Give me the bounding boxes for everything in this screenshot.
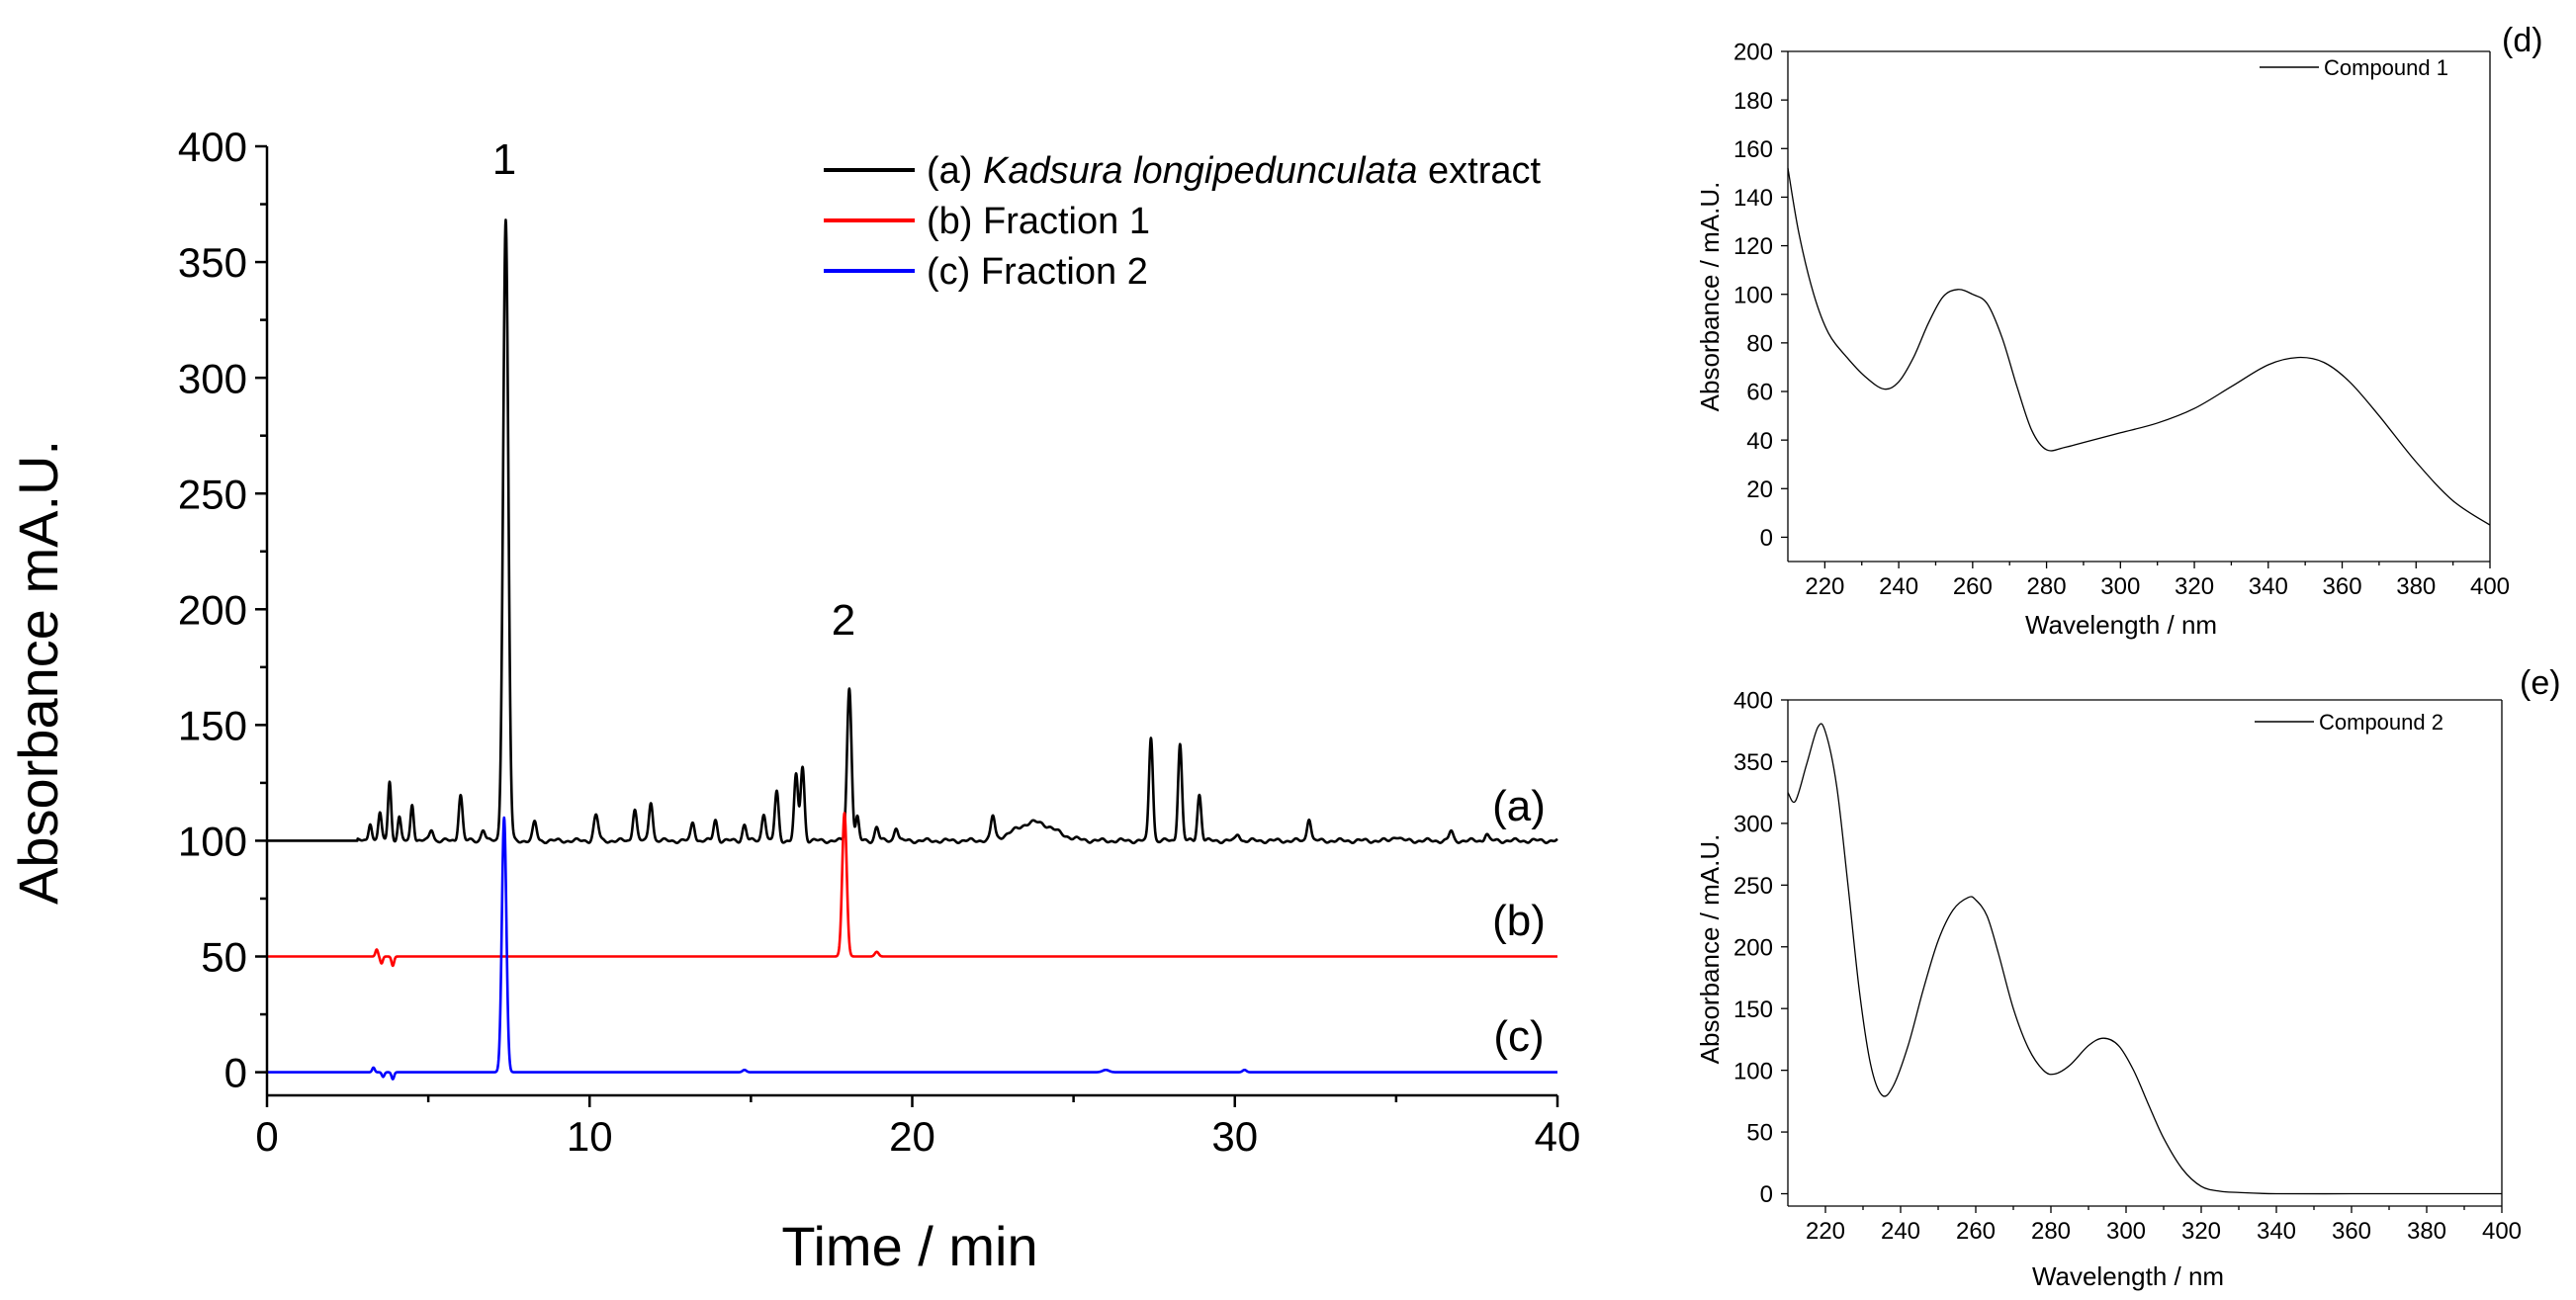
y-axis-title: Absorbance mA.U. bbox=[7, 440, 69, 905]
legend-label-c: (c) Fraction 2 bbox=[927, 251, 1148, 293]
y-tick-label: 0 bbox=[1760, 525, 1773, 552]
y-tick-label: 400 bbox=[178, 124, 247, 170]
x-axis-title-d: Wavelength / nm bbox=[2025, 610, 2217, 640]
x-tick-label: 220 bbox=[1806, 1218, 1845, 1245]
x-tick-label: 360 bbox=[2332, 1218, 2371, 1245]
y-tick-label: 250 bbox=[178, 471, 247, 517]
series-line-a bbox=[266, 218, 1558, 845]
y-tick-label: 200 bbox=[1733, 40, 1773, 66]
y-axis-title-e: Absorbance / mA.U. bbox=[1695, 834, 1725, 1065]
y-tick-label: 20 bbox=[1746, 477, 1773, 503]
legend-label-compound-1: Compound 1 bbox=[2324, 55, 2448, 80]
panel-label-d: (d) bbox=[2502, 22, 2543, 59]
x-tick-label: 0 bbox=[255, 1113, 278, 1160]
y-tick-label: 50 bbox=[1746, 1120, 1773, 1147]
y-tick-label: 100 bbox=[1733, 282, 1773, 308]
y-tick-label: 200 bbox=[1733, 934, 1773, 961]
panel-label-e: (e) bbox=[2520, 664, 2561, 702]
x-tick-label: 220 bbox=[1805, 573, 1844, 600]
x-tick-label: 320 bbox=[2181, 1218, 2221, 1245]
x-tick-label: 280 bbox=[2031, 1218, 2071, 1245]
x-tick-label: 400 bbox=[2482, 1218, 2522, 1245]
trace-label-c: (c) bbox=[1493, 1012, 1544, 1061]
x-axis-title-e: Wavelength / nm bbox=[2032, 1261, 2224, 1291]
y-tick-label: 180 bbox=[1733, 88, 1773, 115]
x-tick-label: 400 bbox=[2470, 573, 2510, 600]
spectrum-compound-1-axes: 220 240 260 280 300 320 340 360 380 400 0 20 40 60 80 1… bbox=[1733, 40, 2510, 600]
y-tick-label: 0 bbox=[224, 1050, 247, 1096]
legend-label-a: (a) Kadsura longipedunculata extract bbox=[927, 150, 1541, 192]
y-tick-label: 60 bbox=[1746, 380, 1773, 406]
x-tick-label: 380 bbox=[2407, 1218, 2446, 1245]
x-tick-label: 380 bbox=[2396, 573, 2436, 600]
y-tick-label: 300 bbox=[1733, 812, 1773, 838]
x-axis-title: Time / min bbox=[781, 1215, 1037, 1277]
y-tick-label: 150 bbox=[178, 702, 247, 748]
y-tick-label: 50 bbox=[201, 934, 247, 981]
y-tick-label: 150 bbox=[1733, 997, 1773, 1023]
spectrum-compound-1-line bbox=[1787, 167, 2491, 526]
x-tick-label: 260 bbox=[1956, 1218, 1996, 1245]
x-tick-label: 240 bbox=[1879, 573, 1918, 600]
x-tick-label: 340 bbox=[2257, 1218, 2296, 1245]
x-tick-label: 320 bbox=[2175, 573, 2214, 600]
peak-label-2: 2 bbox=[832, 596, 855, 645]
y-tick-label: 300 bbox=[178, 355, 247, 401]
y-tick-label: 350 bbox=[178, 239, 247, 286]
spectrum-compound-2-axes: 220 240 260 280 300 320 340 360 380 400 0 50 100 150 2… bbox=[1733, 688, 2522, 1245]
trace-label-b: (b) bbox=[1492, 897, 1546, 945]
legend-label-b: (b) Fraction 1 bbox=[927, 201, 1150, 242]
x-tick-label: 360 bbox=[2323, 573, 2362, 600]
series-line-b bbox=[266, 812, 1558, 968]
y-tick-label: 350 bbox=[1733, 749, 1773, 776]
y-tick-label: 40 bbox=[1746, 428, 1773, 455]
y-tick-label: 100 bbox=[1733, 1058, 1773, 1084]
x-tick-label: 10 bbox=[567, 1113, 613, 1160]
y-tick-label: 0 bbox=[1760, 1181, 1773, 1208]
y-tick-label: 140 bbox=[1733, 185, 1773, 212]
y-tick-label: 120 bbox=[1733, 233, 1773, 260]
x-tick-label: 300 bbox=[2106, 1218, 2146, 1245]
trace-label-a: (a) bbox=[1492, 782, 1546, 830]
y-tick-label: 100 bbox=[178, 819, 247, 865]
x-tick-label: 40 bbox=[1535, 1113, 1581, 1160]
legend: (a) Kadsura longipedunculata extract (b)… bbox=[824, 150, 1541, 293]
x-tick-label: 240 bbox=[1881, 1218, 1920, 1245]
spectrum-compound-2-chart: 220 240 260 280 300 320 340 360 380 400 0 50 100 150 2… bbox=[1695, 664, 2561, 1291]
x-tick-label: 20 bbox=[889, 1113, 935, 1160]
spectrum-line bbox=[1787, 167, 2491, 526]
spectrum-compound-1-chart: 220 240 260 280 300 320 340 360 380 400 0 20 40 60 80 1… bbox=[1695, 22, 2543, 640]
chromatogram-traces bbox=[266, 218, 1558, 1081]
x-tick-label: 340 bbox=[2249, 573, 2288, 600]
spectrum-compound-2-line bbox=[1787, 723, 2502, 1195]
x-tick-label: 260 bbox=[1953, 573, 1993, 600]
spectrum-line bbox=[1787, 723, 2502, 1195]
peak-label-1: 1 bbox=[492, 135, 516, 184]
x-tick-label: 300 bbox=[2100, 573, 2140, 600]
y-tick-label: 160 bbox=[1733, 136, 1773, 163]
y-tick-label: 200 bbox=[178, 586, 247, 633]
legend-label-compound-2: Compound 2 bbox=[2319, 710, 2443, 735]
y-tick-label: 400 bbox=[1733, 688, 1773, 715]
x-tick-label: 30 bbox=[1211, 1113, 1258, 1160]
x-tick-label: 280 bbox=[2027, 573, 2067, 600]
y-tick-label: 250 bbox=[1733, 873, 1773, 900]
y-axis-title-d: Absorbance / mA.U. bbox=[1695, 182, 1725, 412]
series-line-c bbox=[266, 816, 1558, 1081]
y-tick-label: 80 bbox=[1746, 330, 1773, 357]
